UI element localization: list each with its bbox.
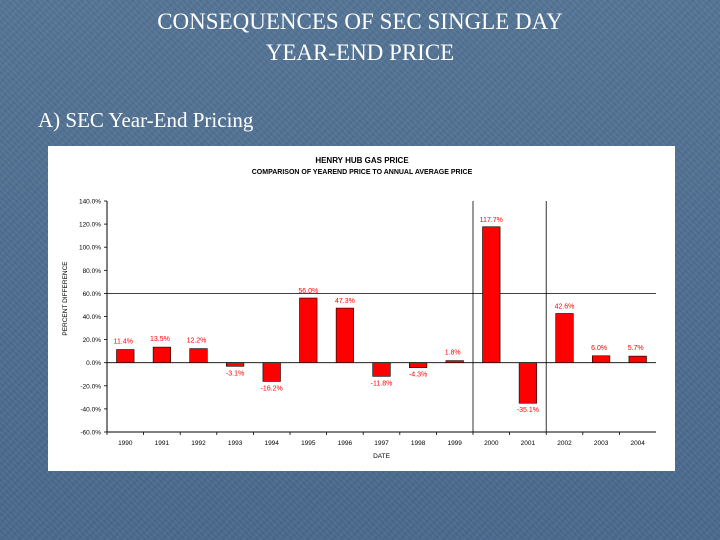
x-tick-label: 1991 (155, 440, 170, 447)
y-tick-label: 140.0% (79, 199, 101, 206)
data-label: -16.2% (261, 385, 283, 392)
data-label: 1.8% (445, 350, 461, 357)
bar-1996 (335, 307, 354, 363)
bar-1990 (116, 349, 135, 364)
section-subtitle: A) SEC Year-End Pricing (38, 108, 254, 132)
data-label: 42.6% (555, 303, 575, 310)
bar-1993 (226, 362, 245, 367)
y-tick-label: 60.0% (83, 291, 102, 298)
bar-1994 (262, 362, 281, 382)
x-tick-label: 2002 (557, 440, 572, 447)
y-tick-label: -60.0% (80, 430, 101, 437)
bar-1998 (409, 362, 428, 368)
bar-2000 (482, 226, 501, 363)
bar-chart: HENRY HUB GAS PRICE COMPARISON OF YEAREND… (62, 156, 656, 460)
chart-panel: HENRY HUB GAS PRICE COMPARISON OF YEAREND… (48, 146, 675, 471)
data-label: 13.5% (150, 336, 170, 343)
chart-subtitle: COMPARISON OF YEAREND PRICE TO ANNUAL AV… (252, 169, 473, 176)
x-tick-label: 2003 (594, 440, 609, 447)
bar-1992 (189, 348, 208, 363)
y-tick-label: 120.0% (79, 222, 101, 229)
x-tick-label: 1999 (447, 440, 462, 447)
x-axis-label: DATE (373, 453, 391, 460)
chart-title: HENRY HUB GAS PRICE (315, 156, 409, 165)
bar-2002 (555, 313, 574, 363)
bar-1995 (299, 297, 318, 364)
data-label: 11.4% (114, 339, 133, 346)
x-tick-label: 1997 (374, 440, 389, 447)
slide-title-line-1: CONSEQUENCES OF SEC SINGLE DAY (157, 9, 563, 34)
slide-title: CONSEQUENCES OF SEC SINGLE DAY YEAR-END … (0, 6, 720, 68)
data-label: 56.0% (298, 288, 318, 295)
data-label: -4.3% (409, 372, 427, 379)
x-tick-label: 1994 (264, 440, 279, 447)
x-tick-label: 2000 (484, 440, 499, 447)
data-label: -11.8% (371, 380, 393, 387)
data-label: 117.7% (480, 217, 503, 224)
y-tick-label: 80.0% (83, 268, 102, 275)
x-tick-label: 2001 (521, 440, 536, 447)
y-tick-label: 40.0% (83, 314, 102, 321)
bar-1991 (152, 346, 171, 363)
y-tick-label: -20.0% (80, 383, 101, 390)
bar-1999 (445, 360, 464, 364)
bar-2001 (518, 362, 537, 404)
slide-title-line-2: YEAR-END PRICE (265, 40, 455, 65)
bar-2003 (592, 355, 611, 364)
y-tick-label: -40.0% (80, 406, 101, 413)
y-tick-label: 20.0% (83, 337, 102, 344)
bar-1997 (372, 362, 391, 377)
y-axis-label: PERCENT DIFFERENCE (62, 261, 69, 336)
x-tick-label: 1992 (191, 440, 206, 447)
bar-2004 (628, 355, 647, 364)
x-tick-label: 2004 (630, 440, 645, 447)
data-label: 47.3% (335, 298, 355, 305)
data-label: -35.1% (517, 407, 539, 414)
x-tick-label: 1996 (338, 440, 353, 447)
data-label: -3.1% (226, 370, 244, 377)
x-tick-label: 1998 (411, 440, 426, 447)
data-label: 12.2% (187, 338, 207, 345)
y-tick-label: 0.0% (86, 360, 101, 367)
x-tick-label: 1995 (301, 440, 316, 447)
data-label: 6.0% (591, 345, 607, 352)
data-label: 5.7% (628, 345, 644, 352)
x-tick-label: 1990 (118, 440, 133, 447)
x-tick-label: 1993 (228, 440, 243, 447)
y-tick-label: 100.0% (79, 245, 101, 252)
